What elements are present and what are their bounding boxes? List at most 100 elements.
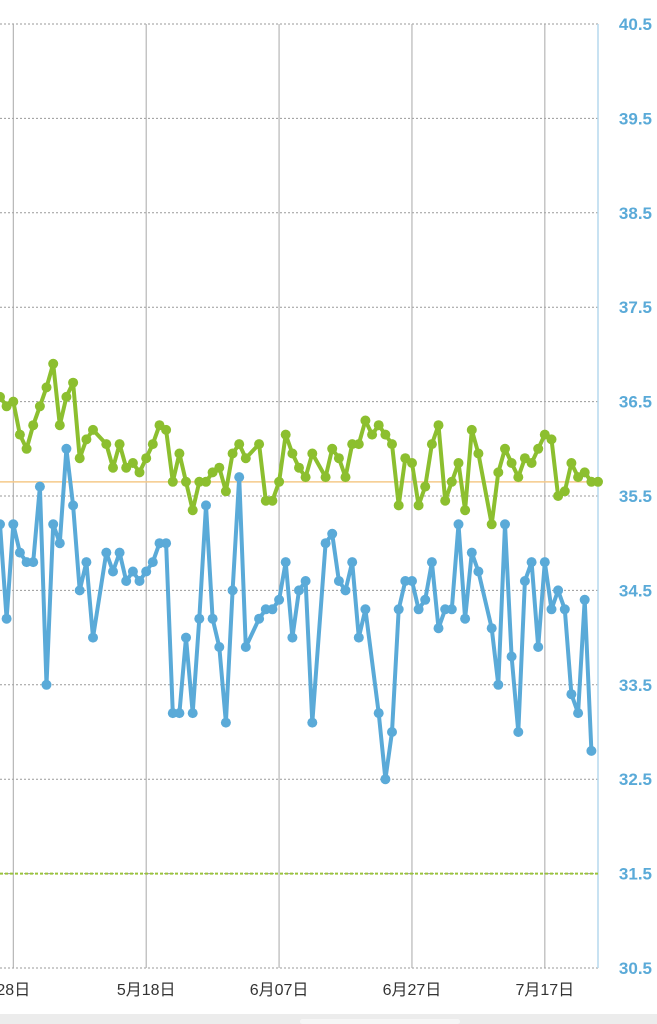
data-point (380, 774, 391, 785)
data-point (174, 708, 185, 719)
data-point (74, 453, 85, 464)
data-point (380, 429, 391, 440)
data-point (500, 443, 510, 454)
data-point (420, 594, 431, 605)
data-point (127, 566, 138, 577)
series-line (0, 361, 600, 527)
data-point (473, 448, 484, 459)
data-point (201, 500, 211, 511)
data-point (327, 443, 338, 454)
scroll-handle[interactable] (300, 1019, 460, 1024)
data-point (8, 519, 19, 530)
data-point (108, 566, 118, 577)
y-axis-tick-labels: 40.5 39.5 38.5 37.5 36.5 35.5 34.5 33.5 32.5 31.5… (619, 15, 652, 978)
data-point (506, 651, 517, 662)
data-point (320, 538, 331, 549)
data-point (407, 458, 417, 468)
data-point (54, 420, 65, 431)
data-point (433, 623, 444, 634)
x-axis-tick-labels: 28日 5月18日 6月07日 6月27日 7月17日 (0, 982, 574, 999)
data-point (61, 443, 72, 454)
data-point (14, 547, 25, 558)
data-point (161, 424, 172, 435)
data-point (88, 632, 98, 643)
data-point (426, 557, 437, 568)
data-point (307, 717, 318, 728)
data-point (373, 708, 384, 719)
data-point (413, 604, 424, 615)
data-point (48, 358, 59, 369)
data-point (240, 642, 251, 652)
data-point (161, 538, 172, 549)
data-point (61, 391, 72, 402)
data-point (387, 439, 397, 450)
data-point (101, 547, 112, 558)
data-point (227, 448, 238, 459)
data-point (440, 495, 451, 506)
data-point (114, 439, 125, 450)
data-point (533, 642, 544, 652)
data-point (460, 505, 471, 516)
data-point (553, 585, 564, 596)
data-point (14, 429, 25, 440)
data-point (546, 604, 557, 615)
x-tick-label: 7月17日 (515, 982, 574, 999)
data-point (333, 576, 344, 586)
data-point (307, 448, 318, 459)
data-point (353, 632, 364, 643)
data-point (287, 448, 298, 459)
data-point (234, 439, 245, 450)
data-point (121, 576, 132, 586)
data-point (114, 547, 125, 558)
series-line (0, 446, 594, 782)
data-point (566, 689, 577, 700)
data-point (453, 458, 464, 468)
data-point (493, 679, 504, 690)
data-point (426, 439, 437, 450)
data-point (493, 467, 504, 478)
data-series (0, 358, 603, 785)
data-point (579, 467, 590, 478)
data-point (187, 708, 198, 719)
data-point (300, 576, 311, 586)
data-point (167, 476, 178, 487)
data-point (68, 377, 79, 388)
data-point (1, 613, 12, 624)
data-point (134, 576, 145, 586)
data-point (207, 613, 218, 624)
data-point (214, 642, 225, 652)
data-point (473, 566, 484, 577)
data-point (526, 557, 537, 568)
data-point (240, 453, 251, 464)
data-point (373, 420, 384, 431)
reference-lines (0, 481, 598, 875)
data-point (28, 420, 39, 431)
data-point (519, 576, 530, 586)
data-point (486, 623, 497, 634)
data-point (333, 453, 344, 464)
data-point (340, 585, 351, 596)
vertical-gridlines (12, 24, 599, 968)
data-point (214, 462, 225, 473)
data-point (466, 547, 477, 558)
data-point (141, 453, 152, 464)
y-tick-label: 30.5 (619, 959, 652, 978)
y-tick-label: 33.5 (619, 676, 652, 695)
data-point (0, 519, 5, 530)
x-tick-label: 6月07日 (250, 982, 309, 999)
data-point (68, 500, 79, 511)
data-point (413, 500, 424, 511)
y-tick-label: 35.5 (619, 487, 652, 506)
data-point (254, 613, 265, 624)
data-point (513, 472, 524, 483)
data-point (254, 439, 265, 450)
data-point (28, 557, 39, 568)
data-point (127, 458, 138, 468)
data-point (353, 439, 364, 450)
data-point (88, 424, 98, 435)
data-point (147, 439, 158, 450)
y-tick-label: 36.5 (619, 393, 652, 412)
data-point (407, 576, 417, 586)
data-point (347, 557, 358, 568)
data-point (174, 448, 185, 459)
